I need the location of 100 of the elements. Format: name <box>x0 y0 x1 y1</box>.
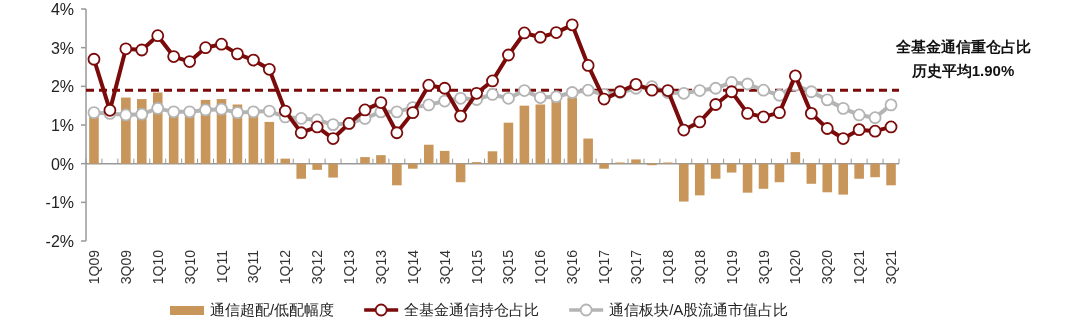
point <box>820 122 834 135</box>
point <box>87 106 101 120</box>
y-tick-label: 1% <box>50 117 74 134</box>
bar <box>519 105 530 164</box>
bar <box>790 152 801 164</box>
point <box>884 120 898 134</box>
annotation: 全基金通信重仓占比 <box>894 38 1031 55</box>
bar <box>376 155 386 164</box>
point <box>486 74 499 88</box>
bar <box>726 163 737 173</box>
point <box>773 88 786 102</box>
bar <box>264 121 275 164</box>
bar <box>774 163 785 183</box>
x-tick-label: 3Q19 <box>755 249 772 285</box>
bar <box>360 157 370 164</box>
point <box>454 109 468 123</box>
x-tick-label: 3Q13 <box>372 249 389 285</box>
point <box>470 86 483 100</box>
bar <box>184 114 195 164</box>
x-tick-label: 1Q18 <box>659 249 676 285</box>
point <box>262 62 276 76</box>
bar <box>710 163 721 179</box>
point <box>820 93 834 107</box>
point <box>151 101 165 115</box>
point <box>326 118 340 132</box>
x-tick-label: 1Q15 <box>468 249 485 285</box>
x-tick-label: 1Q21 <box>851 249 868 285</box>
point <box>454 91 468 105</box>
point <box>852 123 866 137</box>
point <box>215 37 228 51</box>
bar <box>854 163 864 179</box>
point <box>183 105 197 119</box>
y-tick-label: 0% <box>50 155 74 173</box>
point <box>517 84 531 97</box>
x-tick-label: 3Q15 <box>500 249 517 285</box>
bar <box>392 163 402 186</box>
bar <box>503 122 514 164</box>
bar <box>408 163 418 169</box>
point <box>406 106 420 120</box>
point <box>773 106 786 120</box>
legend-label: 通信超配/低配幅度 <box>210 301 335 318</box>
point <box>804 107 818 120</box>
point <box>246 53 260 67</box>
point <box>597 92 611 106</box>
bar <box>679 163 689 202</box>
x-tick-label: 1Q16 <box>532 249 549 285</box>
point <box>167 50 181 63</box>
y-tick-label: 2% <box>50 78 74 96</box>
text: 历史平均1.90% <box>910 62 1015 79</box>
bar <box>439 150 450 164</box>
x-tick-label: 3Q10 <box>181 249 198 285</box>
point <box>215 102 228 116</box>
point <box>788 69 802 83</box>
point <box>438 94 452 108</box>
point <box>709 81 723 95</box>
bar <box>280 158 291 164</box>
point <box>438 81 452 95</box>
x-tick-label: 3Q14 <box>436 249 453 285</box>
x-tick-label: 1Q09 <box>85 249 102 285</box>
point <box>502 91 515 105</box>
bar <box>822 163 833 193</box>
point <box>693 84 707 97</box>
point <box>549 26 563 39</box>
point <box>199 41 212 55</box>
bar <box>89 114 99 164</box>
point <box>135 43 149 57</box>
point <box>262 104 276 118</box>
bar <box>758 163 769 189</box>
point <box>852 108 866 122</box>
point <box>836 101 850 115</box>
bar <box>328 163 338 178</box>
x-tick-label: 1Q10 <box>149 249 166 285</box>
point <box>868 124 882 138</box>
point <box>565 86 579 99</box>
x-tick-label: 3Q20 <box>819 249 836 285</box>
x-tick-label: 1Q20 <box>787 249 804 285</box>
legend-label: 通信板块/A股流通市值占比 <box>609 301 789 318</box>
point <box>533 30 547 44</box>
y-tick-label: 3% <box>50 39 74 57</box>
point <box>374 96 388 109</box>
point <box>103 103 117 117</box>
point <box>422 98 436 112</box>
point <box>135 107 149 121</box>
x-tick-label: 1Q14 <box>404 249 421 285</box>
point <box>725 85 739 99</box>
point <box>836 132 850 145</box>
point <box>868 111 882 125</box>
bar <box>870 163 880 178</box>
point <box>486 88 499 101</box>
point <box>310 120 324 134</box>
point <box>741 77 754 91</box>
point <box>358 103 372 117</box>
point <box>549 90 563 104</box>
bar <box>567 97 577 164</box>
point <box>390 126 404 140</box>
bar <box>694 163 705 196</box>
bar <box>487 151 498 164</box>
point <box>294 112 308 125</box>
point <box>183 55 197 68</box>
point <box>422 78 436 92</box>
